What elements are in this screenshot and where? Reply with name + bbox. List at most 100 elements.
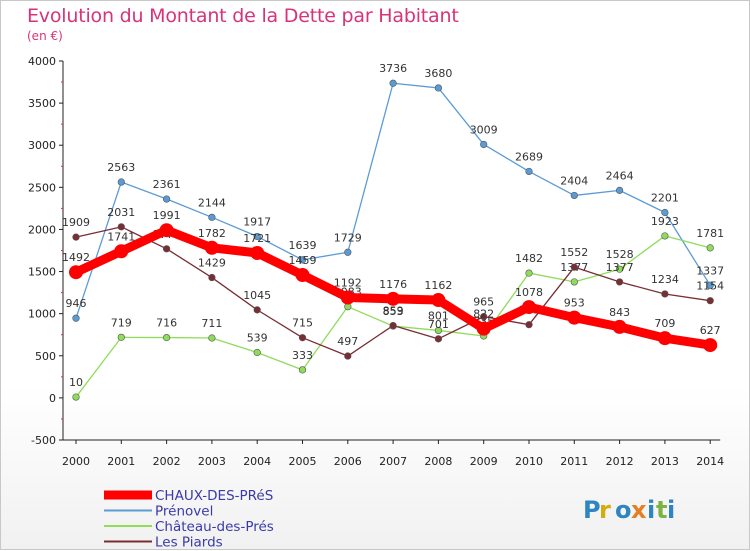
data-point bbox=[163, 195, 171, 203]
data-point bbox=[431, 293, 446, 308]
data-point bbox=[525, 269, 533, 277]
data-label: 2361 bbox=[153, 178, 181, 191]
data-label: 801 bbox=[428, 309, 449, 322]
data-label: 1721 bbox=[243, 232, 271, 245]
chart-title: Evolution du Montant de la Dette par Hab… bbox=[27, 5, 459, 27]
logo-letter: x bbox=[631, 496, 647, 524]
x-tick-label: 2011 bbox=[560, 455, 588, 468]
data-label: 853 bbox=[383, 305, 404, 318]
data-point bbox=[657, 331, 672, 346]
logo-letter: i bbox=[647, 496, 655, 524]
legend-label: Château-des-Prés bbox=[155, 519, 274, 535]
data-label: 1337 bbox=[696, 264, 724, 277]
x-tick-label: 2002 bbox=[153, 455, 181, 468]
y-tick-label: 4000 bbox=[28, 55, 56, 68]
data-point bbox=[661, 290, 669, 298]
data-label: 701 bbox=[428, 318, 449, 331]
legend-label: Prénovel bbox=[155, 504, 213, 520]
series-line bbox=[75, 226, 711, 357]
data-point bbox=[253, 232, 261, 241]
data-label: 709 bbox=[654, 317, 675, 330]
data-point bbox=[570, 278, 578, 286]
y-tick-label: 0 bbox=[49, 392, 56, 405]
data-point bbox=[340, 290, 355, 305]
y-tick-label: 2500 bbox=[28, 181, 56, 194]
data-point bbox=[703, 338, 718, 353]
data-point bbox=[567, 310, 582, 325]
data-point bbox=[570, 263, 578, 271]
y-tick-label: 500 bbox=[35, 350, 56, 363]
series-prenovel: 946 2563 2361 2144 1917 1639 1729 3736 3680 3009 2… bbox=[66, 62, 724, 322]
data-point bbox=[208, 213, 216, 221]
data-label: 715 bbox=[292, 317, 313, 330]
data-label: 3680 bbox=[424, 67, 452, 80]
data-label: 2201 bbox=[651, 192, 679, 205]
data-point bbox=[208, 334, 216, 342]
data-point bbox=[434, 326, 443, 335]
x-tick-label: 2004 bbox=[243, 455, 271, 468]
data-label: 1909 bbox=[62, 216, 90, 229]
data-label: 497 bbox=[337, 335, 358, 348]
data-point bbox=[72, 393, 80, 401]
data-label: 2563 bbox=[107, 161, 135, 174]
logo-letter: o bbox=[615, 496, 632, 524]
legend-label: CHAUX-DES-PRéS bbox=[155, 488, 273, 504]
data-point bbox=[298, 366, 307, 374]
data-label: 946 bbox=[66, 297, 87, 310]
data-point bbox=[253, 348, 261, 357]
data-label: 1045 bbox=[243, 289, 271, 302]
data-point bbox=[615, 278, 624, 286]
data-point bbox=[69, 265, 83, 280]
x-tick-label: 2007 bbox=[379, 455, 407, 468]
data-label: 1377 bbox=[606, 261, 634, 274]
data-point bbox=[163, 245, 171, 253]
data-label: 1162 bbox=[424, 279, 452, 292]
y-tick-label: 1500 bbox=[28, 266, 56, 279]
data-label: 1639 bbox=[289, 239, 317, 252]
data-label: 1781 bbox=[696, 227, 724, 240]
data-label: 10 bbox=[69, 376, 83, 389]
data-point bbox=[525, 321, 533, 329]
data-label: 1176 bbox=[379, 278, 407, 291]
data-point bbox=[706, 281, 714, 289]
data-label: 627 bbox=[700, 324, 721, 337]
data-point bbox=[117, 223, 125, 231]
data-point bbox=[72, 314, 80, 322]
data-point bbox=[117, 178, 125, 186]
x-tick-label: 2009 bbox=[470, 455, 498, 468]
y-tick-label: 3500 bbox=[28, 97, 56, 110]
data-label: 1917 bbox=[243, 215, 271, 228]
data-point bbox=[253, 306, 261, 314]
data-point bbox=[344, 248, 352, 256]
data-point bbox=[298, 256, 307, 264]
data-label: 2464 bbox=[606, 169, 634, 182]
data-label: 1552 bbox=[560, 246, 588, 259]
x-tick-label: 2006 bbox=[334, 455, 362, 468]
data-point bbox=[204, 240, 219, 255]
data-point bbox=[570, 191, 578, 200]
data-point bbox=[615, 265, 624, 273]
data-point bbox=[72, 233, 80, 241]
data-point bbox=[386, 291, 401, 306]
data-point bbox=[163, 333, 171, 342]
logo-letter: P bbox=[583, 496, 601, 524]
data-label: 1782 bbox=[198, 227, 226, 240]
data-point bbox=[208, 273, 216, 282]
data-label: 1429 bbox=[198, 257, 226, 270]
data-label: 859 bbox=[383, 305, 404, 318]
data-label: 2689 bbox=[515, 150, 543, 163]
data-point bbox=[250, 245, 265, 260]
x-tick-label: 2008 bbox=[424, 455, 452, 468]
data-label: 1234 bbox=[651, 273, 679, 286]
data-label: 1741 bbox=[107, 230, 135, 243]
data-point bbox=[434, 335, 443, 343]
data-label: 953 bbox=[564, 297, 585, 310]
data-point bbox=[389, 321, 397, 330]
x-tick-label: 2000 bbox=[62, 455, 90, 468]
data-label: 1192 bbox=[334, 276, 362, 289]
logo-letter: i bbox=[667, 496, 675, 524]
data-point bbox=[114, 244, 129, 259]
data-label: 2144 bbox=[198, 196, 226, 209]
y-tick-label: 3000 bbox=[28, 139, 56, 152]
